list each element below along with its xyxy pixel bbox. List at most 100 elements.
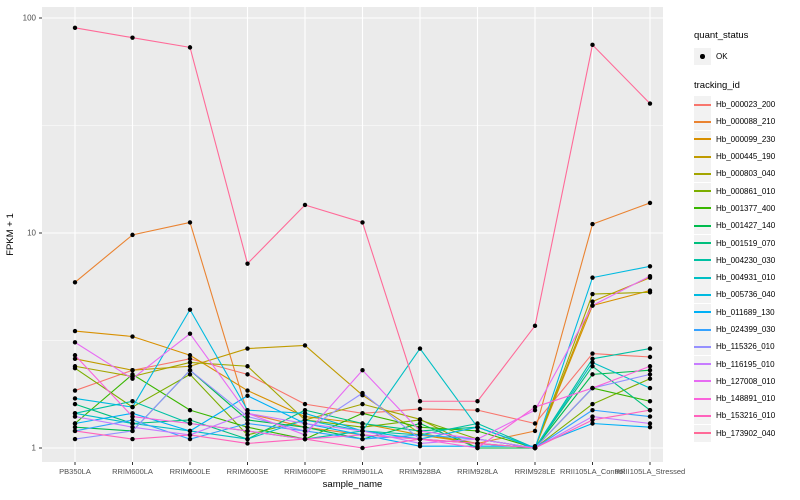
legend: quant_status OK tracking_id Hb_000023_20…	[694, 30, 800, 442]
data-point	[72, 356, 78, 361]
chart-svg: 1 10 100 PB350LA RRIM600LA RRIM600LE RRIM600SE…	[5, 7, 685, 490]
series-color-swatch	[694, 414, 711, 417]
legend-key-box	[694, 338, 711, 356]
series-color-swatch	[694, 103, 711, 106]
legend-item-Hb_153216_010: Hb_153216_010	[694, 407, 800, 425]
x-tick-label: RRIM600LA	[112, 467, 153, 476]
legend-item-Hb_000023_200: Hb_000023_200	[694, 96, 800, 114]
legend-item-label: Hb_000445_190	[716, 152, 776, 162]
data-point	[475, 436, 480, 442]
data-point	[245, 372, 250, 377]
data-point	[130, 428, 135, 434]
legend-item-label: Hb_000861_010	[716, 186, 776, 196]
data-point	[647, 368, 653, 373]
legend-key-box	[694, 130, 711, 148]
tracking-id-legend-list: Hb_000023_200 Hb_000088_210 Hb_000099_230 H…	[694, 96, 800, 442]
data-point	[590, 401, 595, 407]
data-point	[590, 360, 595, 365]
legend-item-label: Hb_000088_210	[716, 117, 776, 127]
legend-item-Hb_000445_190: Hb_000445_190	[694, 148, 800, 166]
series-color-swatch	[694, 207, 711, 210]
data-point	[130, 35, 135, 40]
legend-key-box	[694, 165, 711, 183]
data-point	[360, 445, 365, 451]
legend-item-Hb_000099_230: Hb_000099_230	[694, 130, 800, 148]
legend-key-box	[694, 372, 711, 390]
data-point	[532, 323, 538, 329]
data-point	[187, 356, 193, 361]
data-point	[647, 407, 653, 413]
data-point	[590, 417, 595, 423]
series-color-swatch	[694, 242, 711, 245]
data-point	[647, 421, 653, 426]
y-tick-label: 100	[23, 14, 37, 23]
data-point	[590, 275, 595, 280]
series-color-swatch	[694, 190, 711, 193]
data-point	[590, 221, 595, 227]
data-point	[647, 264, 653, 269]
data-point	[302, 432, 308, 438]
legend-item-ok-label: OK	[716, 52, 728, 61]
data-point	[72, 396, 78, 401]
data-point	[302, 421, 308, 426]
data-point	[647, 200, 653, 206]
data-point	[130, 411, 135, 416]
data-point	[130, 421, 135, 426]
data-point	[187, 421, 193, 426]
data-point	[130, 368, 135, 373]
legend-item-Hb_116195_010: Hb_116195_010	[694, 355, 800, 373]
data-point	[532, 407, 538, 413]
data-point	[647, 385, 653, 391]
legend-key-box	[694, 96, 711, 114]
data-point	[245, 436, 250, 442]
legend-key-box	[694, 217, 711, 235]
legend-item-label: Hb_148891_010	[716, 394, 776, 404]
series-color-swatch	[694, 120, 711, 123]
legend-item-label: Hb_004931_010	[716, 273, 776, 283]
legend-key-box	[694, 321, 711, 338]
legend-key-box	[694, 199, 711, 217]
x-tick-label: RRIM928LE	[515, 467, 556, 476]
data-point	[647, 399, 653, 404]
legend-item-Hb_115326_010: Hb_115326_010	[694, 338, 800, 356]
data-point	[302, 424, 308, 430]
legend-item-label: Hb_127008_010	[716, 376, 776, 386]
data-point	[647, 414, 653, 419]
data-point	[130, 414, 135, 419]
data-point	[187, 368, 193, 373]
legend-key-box	[694, 48, 711, 65]
data-point	[590, 299, 595, 304]
data-point	[417, 421, 423, 426]
data-point	[302, 414, 308, 419]
data-point	[647, 273, 653, 279]
data-point	[302, 417, 308, 423]
data-point	[245, 424, 250, 430]
legend-key-box	[694, 269, 711, 287]
data-point	[130, 417, 135, 423]
series-color-swatch	[694, 328, 711, 331]
data-point	[72, 340, 78, 345]
data-point	[187, 436, 193, 442]
data-point	[130, 399, 135, 404]
x-tick-label: RRIM600SE	[227, 467, 269, 476]
data-point	[130, 404, 135, 410]
data-point	[245, 414, 250, 419]
legend-item-Hb_000088_210: Hb_000088_210	[694, 113, 800, 131]
data-point	[532, 404, 538, 410]
data-point	[360, 401, 365, 407]
data-point	[130, 376, 135, 381]
data-point	[302, 428, 308, 434]
data-point	[72, 328, 78, 334]
data-point	[245, 411, 250, 416]
data-point	[245, 261, 250, 266]
x-tick-label: RRII105LA_Control	[560, 467, 625, 476]
series-color-swatch	[694, 311, 711, 314]
legend-item-Hb_001519_070: Hb_001519_070	[694, 234, 800, 252]
x-tick-label: RRIM901LA	[342, 467, 383, 476]
data-point	[72, 428, 78, 434]
data-point	[590, 356, 595, 361]
series-color-swatch	[694, 155, 711, 158]
legend-item-label: Hb_005736_040	[716, 290, 776, 300]
data-point	[360, 421, 365, 426]
data-point	[187, 428, 193, 434]
